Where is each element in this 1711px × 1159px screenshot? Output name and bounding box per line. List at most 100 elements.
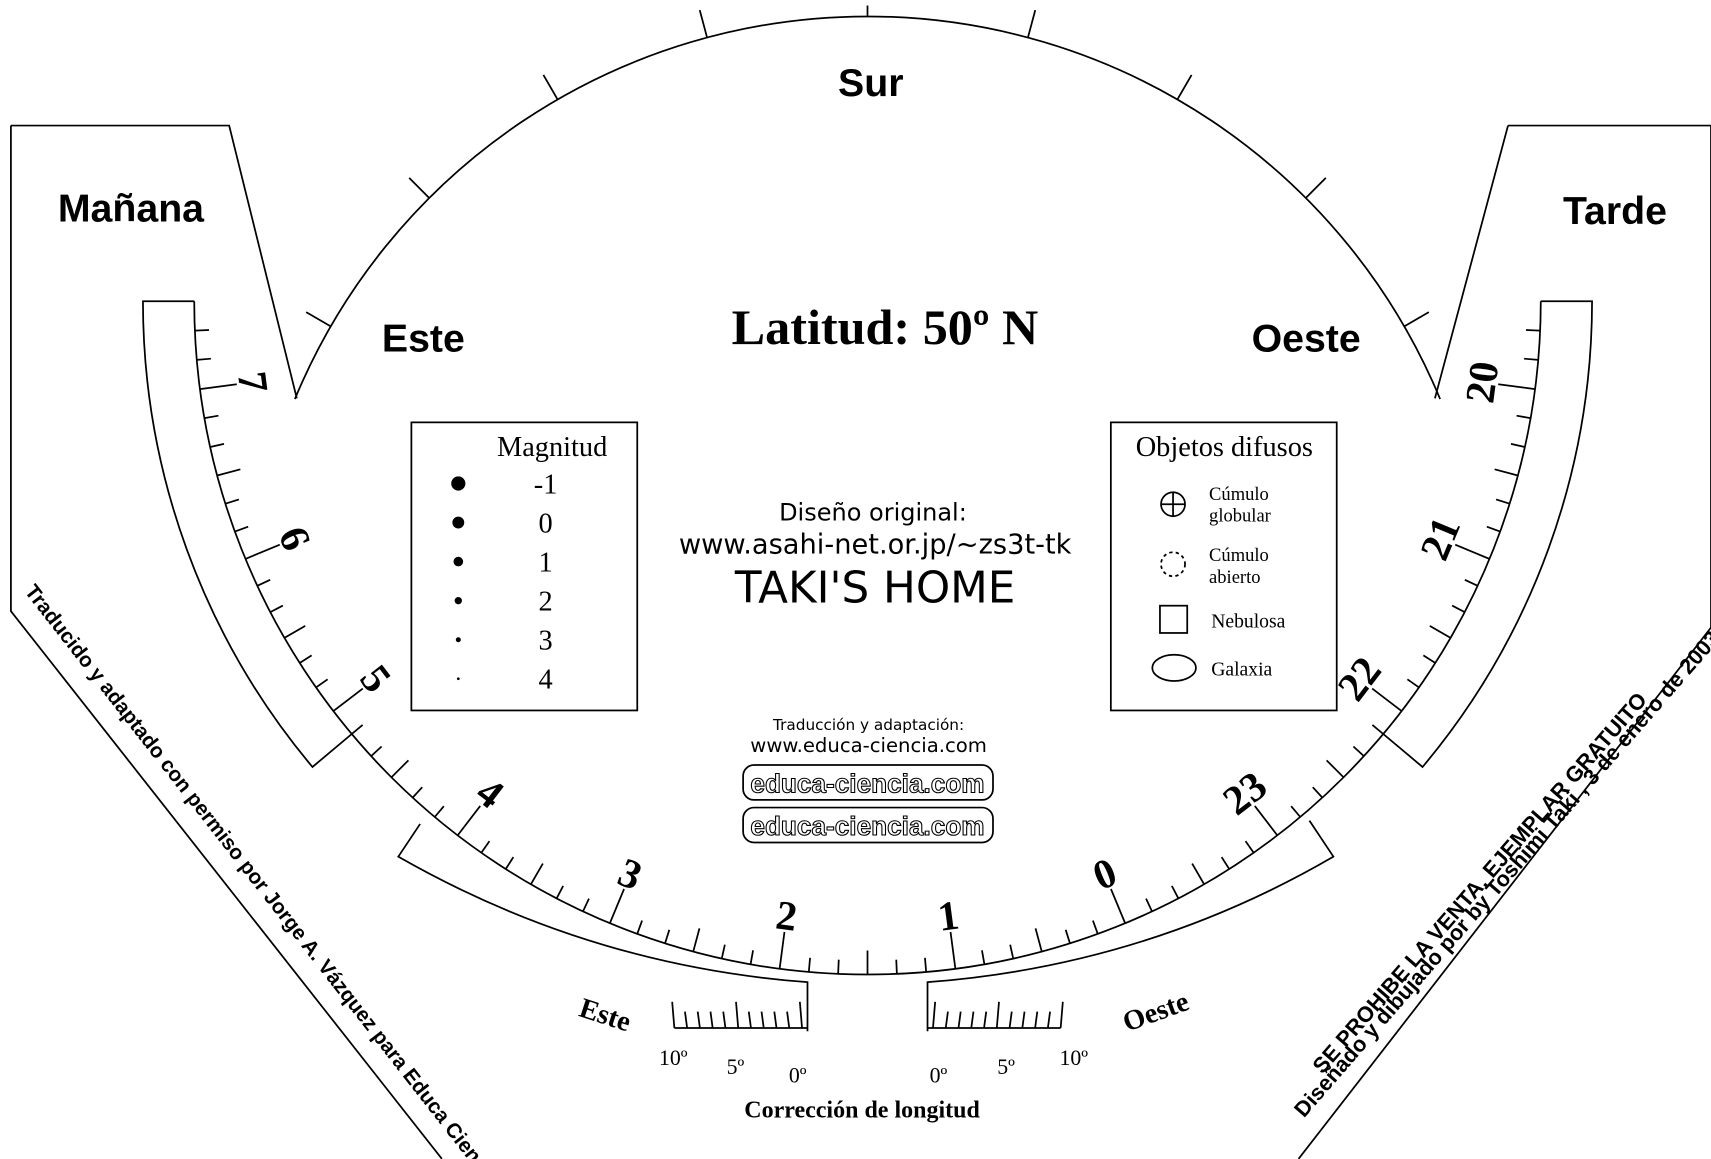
- hour-tick: [749, 950, 754, 965]
- hour-tick: [1312, 786, 1324, 799]
- magnitude-level: -1: [534, 469, 558, 500]
- magnitude-box: [410, 421, 639, 712]
- longitude-tick: [995, 1001, 1000, 1029]
- hour-tick: [1009, 944, 1015, 959]
- design-url: www.asahi-net.or.jp/~zs3t-tk: [679, 529, 1072, 560]
- east-label: Este: [382, 316, 465, 360]
- hour-tick: [480, 840, 491, 854]
- badge-frame: [742, 806, 994, 844]
- longitude-label: 0º: [930, 1064, 948, 1088]
- hour-tick: [530, 863, 544, 885]
- badge: educa-ciencia.com: [750, 811, 984, 841]
- hour-tick: [351, 724, 364, 735]
- hour-label: 4: [468, 768, 512, 817]
- hour-tick: [1092, 920, 1099, 935]
- longitude-tick: [696, 1011, 701, 1029]
- hour-tick: [256, 578, 271, 587]
- hour-tick: [1371, 724, 1384, 735]
- hour-tick: [555, 885, 564, 899]
- diffuse-box: [1109, 421, 1338, 712]
- hour-tick: [245, 543, 281, 560]
- hour-tick: [1406, 678, 1420, 689]
- hour-outer-arc: [142, 300, 353, 769]
- hour-tick: [1371, 687, 1403, 712]
- hour-tick: [1171, 885, 1180, 899]
- hour-label: 2: [773, 891, 800, 939]
- taki-home: TAKI'S HOME: [734, 562, 1015, 613]
- diffuse-title: Objetos difusos: [1136, 432, 1313, 463]
- hour-tick: [210, 443, 225, 448]
- longitude-tick: [983, 1011, 988, 1029]
- hour-tick: [1516, 414, 1531, 420]
- south-tick: [1027, 9, 1037, 38]
- latitude-title: Latitud: 50º N: [732, 299, 1039, 355]
- magnitude-level: 0: [539, 508, 553, 539]
- magnitude-level: 4: [539, 665, 553, 696]
- hour-tick: [1220, 856, 1230, 870]
- diffuse-label: Galaxia: [1211, 659, 1272, 681]
- hour-tick: [370, 745, 383, 757]
- hour-tick: [283, 625, 306, 639]
- hour-tick: [1325, 759, 1345, 778]
- magnitude-dot: [456, 677, 460, 681]
- diffuse-icons: [1151, 491, 1197, 682]
- hour-inner-arc: [193, 301, 1542, 976]
- longitude-label: 5º: [727, 1055, 745, 1079]
- longitude-tick: [1008, 1011, 1013, 1029]
- hour-label: 3: [612, 849, 649, 899]
- hour-tick: [505, 856, 515, 870]
- hour-tick: [216, 468, 241, 477]
- south-tick: [408, 177, 430, 199]
- hour-tick: [895, 959, 898, 974]
- hour-tick: [269, 604, 284, 613]
- hour-tick: [315, 678, 329, 689]
- south-tick: [1176, 74, 1193, 100]
- diffuse-label: Nebulosa: [1211, 611, 1285, 633]
- design-line: Diseño original:: [779, 499, 967, 527]
- longitude-label: 5º: [997, 1055, 1015, 1079]
- hour-tick: [234, 525, 249, 533]
- hour-tick: [837, 959, 840, 974]
- hour-tick: [1486, 525, 1501, 533]
- longitude-tick: [1059, 1001, 1064, 1029]
- diffuse-label: Cúmulo: [1209, 484, 1269, 505]
- hour-tick: [1451, 604, 1466, 613]
- diffuse-label: globular: [1209, 506, 1272, 527]
- hour-tick: [1191, 863, 1205, 885]
- magnitude-dot: [454, 597, 462, 605]
- hour-tick: [1464, 578, 1479, 587]
- longitude-tick: [709, 1011, 714, 1029]
- hour-tick: [949, 931, 957, 969]
- magnitude-title: Magnitud: [497, 432, 607, 463]
- hour-tick: [390, 759, 410, 778]
- hour-tick: [981, 950, 986, 965]
- bottom-band: [397, 820, 1335, 1032]
- hour-tick: [1525, 329, 1541, 332]
- longitude-east: Este: [575, 993, 634, 1039]
- hour-tick: [225, 498, 240, 505]
- hour-label: 5: [351, 656, 400, 700]
- hour-tick: [1064, 929, 1071, 944]
- hour-label: 6: [270, 520, 320, 557]
- longitude-tick: [684, 1011, 688, 1029]
- hour-tick: [609, 888, 625, 924]
- hour-tick: [1494, 468, 1519, 477]
- hour-tick: [1495, 498, 1510, 505]
- hour-label: 20: [1456, 359, 1507, 406]
- hour-tick: [582, 898, 590, 912]
- badge-frame: [742, 764, 994, 801]
- south-tick: [1305, 177, 1327, 199]
- hour-label: 0: [1086, 849, 1123, 899]
- south-tick: [542, 74, 559, 100]
- hour-tick: [1352, 745, 1365, 757]
- hour-tick: [664, 929, 671, 944]
- south-label: Sur: [838, 61, 903, 105]
- longitude-tick: [671, 1001, 676, 1029]
- longitude-tick: [760, 1011, 765, 1029]
- longitude-tick: [1034, 1011, 1039, 1029]
- evening-label: Tarde: [1563, 189, 1667, 233]
- morning-label: Mañana: [58, 187, 205, 231]
- hour-label: 23: [1214, 762, 1275, 824]
- longitude-tick: [786, 1011, 791, 1029]
- longitude-caption: Corrección de longitud: [744, 1097, 980, 1123]
